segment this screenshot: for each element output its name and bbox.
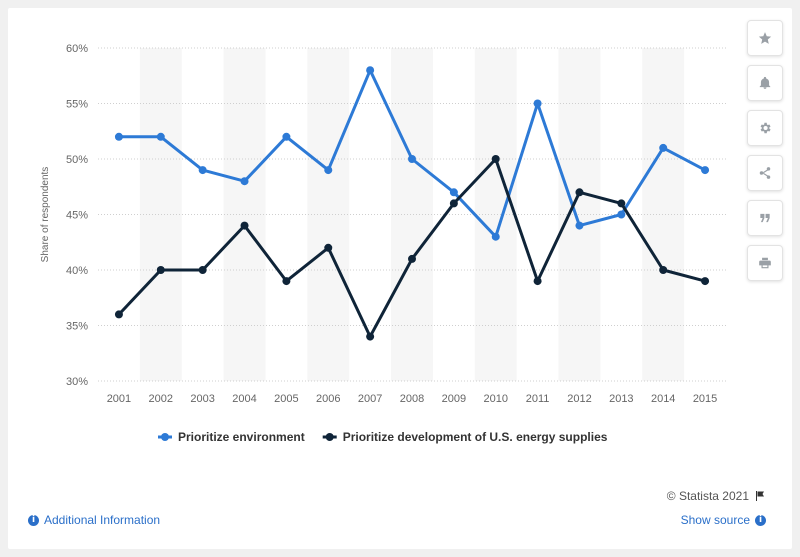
x-tick-label: 2004 [232, 393, 256, 405]
data-point-environment [575, 221, 584, 230]
data-point-environment [491, 232, 500, 241]
star-icon [758, 32, 772, 44]
additional-information-label: Additional Information [44, 513, 161, 527]
info-icon: i [28, 514, 39, 526]
x-tick-label: 2008 [400, 393, 424, 405]
data-point-environment [366, 66, 375, 75]
data-point-energy-supplies [198, 266, 207, 274]
y-tick-label: 35% [66, 321, 88, 333]
data-point-environment [449, 188, 458, 197]
copyright: © Statista 2021 [667, 489, 766, 503]
data-point-environment [324, 166, 333, 175]
data-point-environment [617, 210, 626, 219]
y-tick-label: 40% [66, 265, 88, 277]
chart-toolbar [747, 20, 783, 281]
cite-button[interactable] [747, 200, 783, 236]
legend-label: Prioritize environment [178, 430, 305, 444]
y-tick-label: 45% [66, 210, 88, 222]
data-point-energy-supplies [240, 221, 249, 230]
chart-card: 30% 35% 40% 45% 50% 55% 60% 2001 2002 2003 2004 200… [8, 8, 792, 549]
data-point-energy-supplies [491, 155, 500, 163]
data-point-environment [701, 166, 710, 175]
quote-icon [760, 213, 770, 223]
legend-marker [161, 433, 169, 441]
x-tick-label: 2005 [274, 393, 298, 405]
gear-icon [760, 122, 771, 134]
y-tick-label: 55% [66, 99, 88, 111]
data-point-energy-supplies [659, 266, 668, 274]
share-icon [759, 167, 771, 179]
x-tick-label: 2014 [651, 393, 675, 405]
show-source-link[interactable]: Show source i [681, 513, 766, 527]
legend-item[interactable]: Prioritize development of U.S. energy su… [322, 430, 608, 444]
bell-icon [759, 76, 771, 89]
line-chart: 30% 35% 40% 45% 50% 55% 60% 2001 2002 2003 2004 200… [40, 43, 726, 444]
data-point-energy-supplies [282, 277, 291, 286]
data-point-energy-supplies [575, 188, 584, 197]
column-band [558, 48, 601, 381]
x-tick-label: 2010 [483, 393, 507, 405]
settings-button[interactable] [747, 110, 783, 146]
data-point-environment [198, 166, 207, 175]
additional-information-link[interactable]: i Additional Information [28, 513, 160, 527]
column-band [474, 48, 517, 381]
info-icon: i [755, 514, 766, 526]
column-band [391, 48, 433, 381]
x-tick-label: 2009 [442, 393, 466, 405]
print-button[interactable] [747, 245, 783, 281]
copyright-text: © Statista 2021 [666, 489, 749, 503]
x-tick-label: 2011 [526, 393, 550, 405]
column-band [223, 48, 266, 381]
data-point-energy-supplies [701, 277, 710, 286]
y-tick-label: 30% [66, 376, 88, 388]
column-band [307, 48, 350, 381]
data-point-energy-supplies [114, 310, 123, 319]
notification-button[interactable] [747, 65, 783, 101]
legend-marker [325, 433, 334, 441]
x-tick-label: 2006 [316, 393, 340, 405]
y-axis-title: Share of respondents [40, 167, 51, 263]
legend-item[interactable]: Prioritize environment [158, 430, 305, 444]
favorite-button[interactable] [747, 20, 783, 56]
data-point-energy-supplies [533, 277, 542, 286]
x-tick-label: 2007 [358, 393, 382, 405]
x-tick-label: 2001 [107, 393, 131, 405]
legend-label: Prioritize development of U.S. energy su… [343, 430, 608, 444]
data-point-environment [240, 177, 249, 186]
x-tick-label: 2012 [567, 393, 591, 405]
data-point-environment [533, 99, 542, 108]
data-point-environment [282, 132, 291, 141]
data-point-energy-supplies [324, 243, 333, 252]
flag-icon[interactable] [754, 490, 766, 502]
show-source-label: Show source [680, 513, 750, 527]
x-tick-label: 2003 [190, 393, 214, 405]
data-point-energy-supplies [617, 199, 626, 208]
data-point-energy-supplies [408, 254, 416, 263]
data-point-energy-supplies [156, 266, 165, 274]
share-button[interactable] [747, 155, 783, 191]
data-point-energy-supplies [449, 199, 458, 208]
print-icon [759, 257, 771, 269]
data-point-environment [659, 143, 668, 152]
y-tick-label: 60% [66, 43, 88, 55]
x-tick-label: 2013 [609, 393, 633, 405]
data-point-environment [408, 155, 416, 163]
x-tick-label: 2015 [693, 393, 717, 405]
y-tick-label: 50% [66, 154, 88, 166]
data-point-environment [114, 132, 123, 141]
data-point-energy-supplies [366, 332, 375, 341]
data-point-environment [156, 132, 165, 141]
x-tick-label: 2002 [149, 393, 173, 405]
